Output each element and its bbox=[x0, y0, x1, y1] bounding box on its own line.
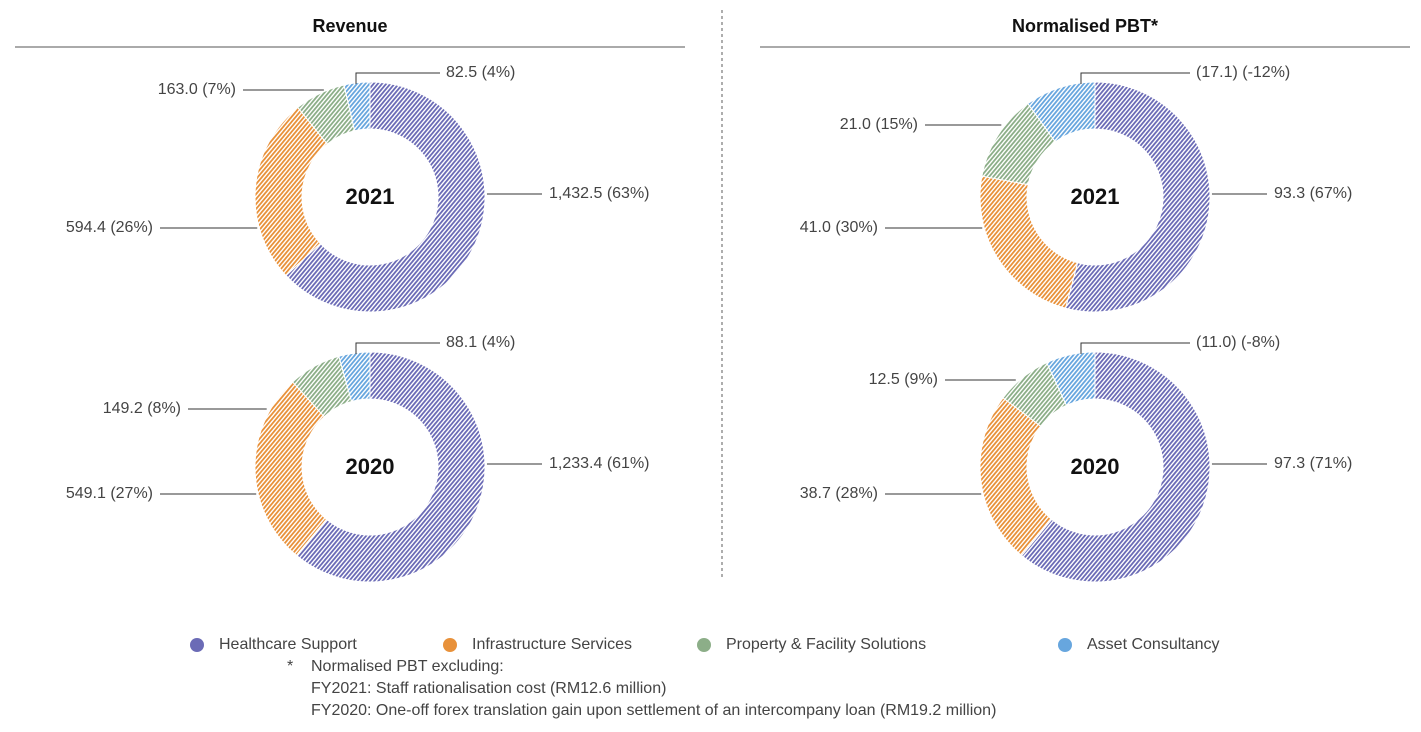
center-label: 2020 bbox=[346, 454, 395, 479]
legend-label: Asset Consultancy bbox=[1087, 636, 1220, 653]
donut-segment bbox=[343, 81, 371, 132]
panel-heading: Normalised PBT* bbox=[1012, 16, 1158, 36]
donut-segment bbox=[1020, 351, 1211, 583]
leader-line bbox=[1080, 72, 1190, 84]
legend-swatch bbox=[443, 638, 457, 652]
value-label: (17.1) (-12%) bbox=[1196, 64, 1290, 81]
footnote-marker: * bbox=[287, 658, 293, 675]
value-label: 82.5 (4%) bbox=[446, 64, 515, 81]
value-label: 149.2 (8%) bbox=[103, 400, 181, 417]
footnote-line: FY2021: Staff rationalisation cost (RM12… bbox=[311, 680, 666, 697]
panel-heading: Revenue bbox=[312, 16, 387, 36]
leader-line bbox=[355, 342, 440, 354]
legend-swatch bbox=[697, 638, 711, 652]
donut-segment bbox=[1064, 81, 1211, 313]
center-label: 2020 bbox=[1071, 454, 1120, 479]
center-label: 2021 bbox=[346, 184, 395, 209]
value-label: 594.4 (26%) bbox=[66, 219, 153, 236]
donut-segment bbox=[254, 381, 328, 557]
footnote-line: Normalised PBT excluding: bbox=[311, 658, 504, 675]
value-label: 549.1 (27%) bbox=[66, 485, 153, 502]
value-label: 21.0 (15%) bbox=[840, 116, 918, 133]
value-label: 38.7 (28%) bbox=[800, 485, 878, 502]
donut-segment bbox=[295, 351, 486, 583]
value-label: 41.0 (30%) bbox=[800, 219, 878, 236]
legend-label: Infrastructure Services bbox=[472, 636, 632, 653]
value-label: 12.5 (9%) bbox=[869, 371, 938, 388]
donut-segment bbox=[285, 81, 486, 313]
donut-segment bbox=[1027, 81, 1096, 143]
value-label: (11.0) (-8%) bbox=[1196, 334, 1280, 351]
value-label: 1,233.4 (61%) bbox=[549, 455, 650, 472]
leader-line bbox=[1080, 342, 1190, 354]
value-label: 97.3 (71%) bbox=[1274, 455, 1352, 472]
footnote-line: FY2020: One-off forex translation gain u… bbox=[311, 702, 996, 719]
value-label: 1,432.5 (63%) bbox=[549, 185, 650, 202]
legend-swatch bbox=[190, 638, 204, 652]
donut-segment bbox=[254, 106, 329, 277]
value-label: 93.3 (67%) bbox=[1274, 185, 1352, 202]
donut-segment bbox=[979, 175, 1079, 309]
value-label: 88.1 (4%) bbox=[446, 334, 515, 351]
value-label: 163.0 (7%) bbox=[158, 81, 236, 98]
legend-swatch bbox=[1058, 638, 1072, 652]
legend-label: Property & Facility Solutions bbox=[726, 636, 926, 653]
donut-segment bbox=[1046, 351, 1096, 406]
leader-line bbox=[355, 72, 440, 84]
legend-label: Healthcare Support bbox=[219, 636, 357, 653]
center-label: 2021 bbox=[1071, 184, 1120, 209]
donut-segment bbox=[338, 351, 371, 403]
